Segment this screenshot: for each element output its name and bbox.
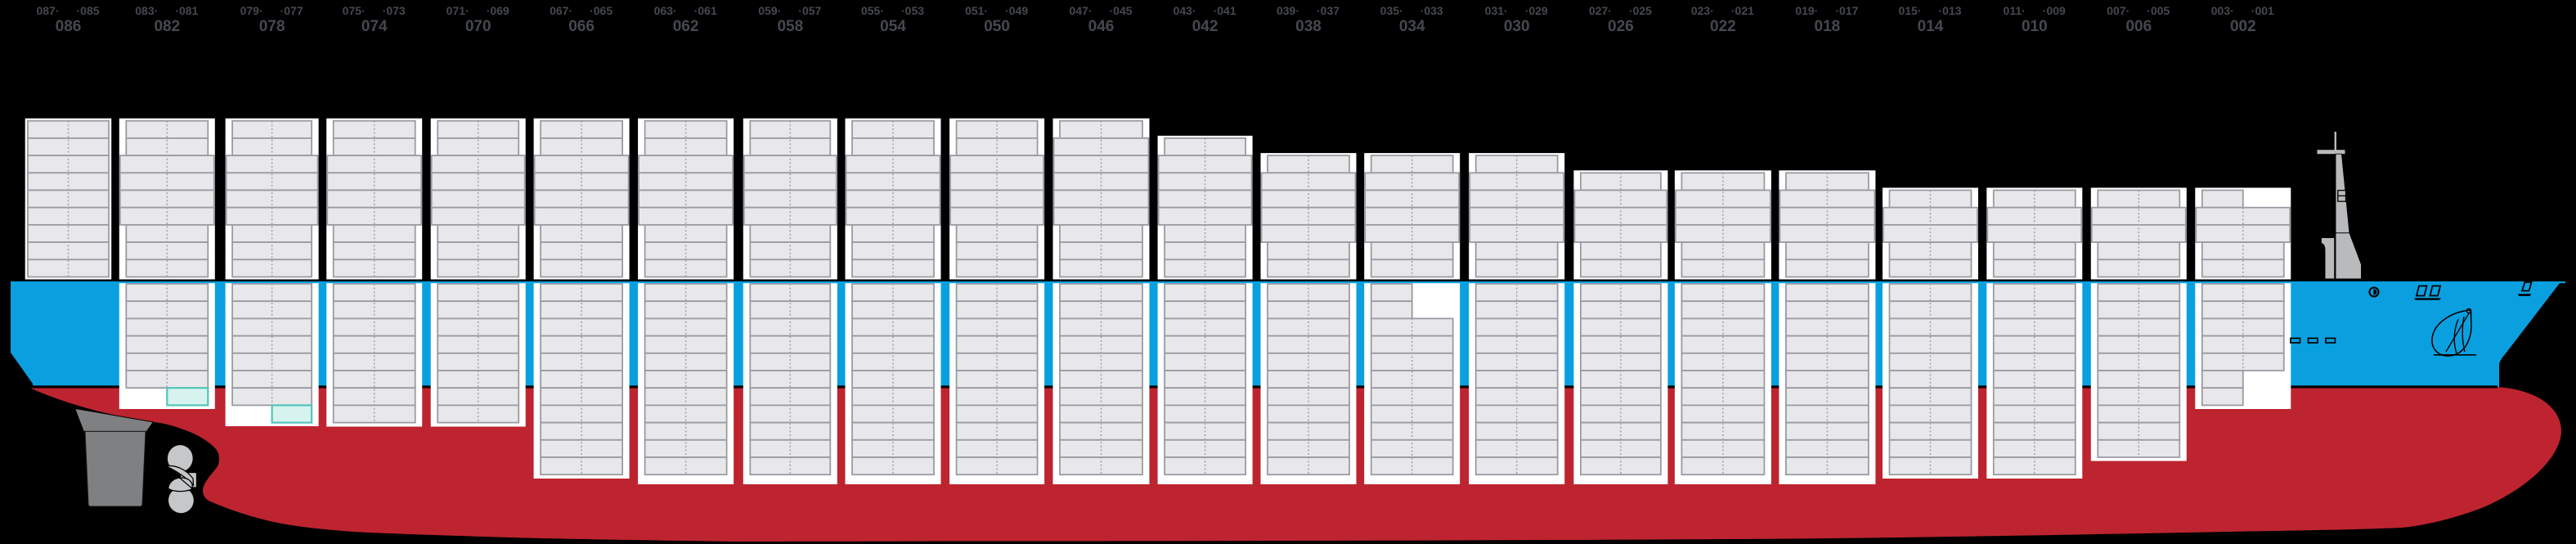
svg-text:027·: 027· bbox=[1589, 4, 1612, 17]
svg-text:051·: 051· bbox=[965, 4, 988, 17]
svg-text:003·: 003· bbox=[2211, 4, 2234, 17]
svg-text:043·: 043· bbox=[1174, 4, 1196, 17]
svg-text:054: 054 bbox=[880, 18, 906, 35]
svg-text:·001: ·001 bbox=[2251, 4, 2274, 17]
svg-text:083·: 083· bbox=[135, 4, 158, 17]
svg-text:014: 014 bbox=[1918, 18, 1944, 35]
svg-text:·049: ·049 bbox=[1005, 4, 1028, 17]
svg-text:074: 074 bbox=[361, 18, 388, 35]
svg-text:006: 006 bbox=[2125, 18, 2152, 35]
svg-text:·041: ·041 bbox=[1214, 4, 1236, 17]
svg-text:038: 038 bbox=[1295, 18, 1322, 35]
svg-text:·017: ·017 bbox=[1835, 4, 1858, 17]
svg-text:062: 062 bbox=[673, 18, 699, 35]
svg-text:055·: 055· bbox=[861, 4, 884, 17]
svg-text:070: 070 bbox=[465, 18, 491, 35]
svg-text:019·: 019· bbox=[1795, 4, 1818, 17]
svg-text:022: 022 bbox=[1710, 18, 1736, 35]
svg-text:·013: ·013 bbox=[1939, 4, 1962, 17]
svg-text:·029: ·029 bbox=[1525, 4, 1548, 17]
svg-text:034: 034 bbox=[1399, 18, 1425, 35]
svg-text:023·: 023· bbox=[1691, 4, 1714, 17]
svg-text:042: 042 bbox=[1192, 18, 1218, 35]
svg-text:·073: ·073 bbox=[383, 4, 406, 17]
svg-text:031·: 031· bbox=[1485, 4, 1508, 17]
svg-text:·085: ·085 bbox=[77, 4, 100, 17]
svg-text:039·: 039· bbox=[1277, 4, 1299, 17]
svg-text:·069: ·069 bbox=[487, 4, 509, 17]
svg-text:·057: ·057 bbox=[798, 4, 821, 17]
svg-text:082: 082 bbox=[154, 18, 180, 35]
svg-text:·053: ·053 bbox=[901, 4, 924, 17]
svg-text:066: 066 bbox=[568, 18, 595, 35]
svg-text:018: 018 bbox=[1815, 18, 1841, 35]
svg-text:010: 010 bbox=[2022, 18, 2048, 35]
svg-text:063·: 063· bbox=[654, 4, 677, 17]
svg-text:075·: 075· bbox=[343, 4, 366, 17]
svg-text:079·: 079· bbox=[240, 4, 263, 17]
svg-text:047·: 047· bbox=[1069, 4, 1092, 17]
svg-text:·081: ·081 bbox=[175, 4, 198, 17]
svg-text:086: 086 bbox=[56, 18, 82, 35]
svg-text:046: 046 bbox=[1088, 18, 1115, 35]
svg-text:067·: 067· bbox=[550, 4, 572, 17]
svg-text:·005: ·005 bbox=[2147, 4, 2170, 17]
svg-text:007·: 007· bbox=[2107, 4, 2129, 17]
svg-text:·025: ·025 bbox=[1629, 4, 1652, 17]
svg-text:078: 078 bbox=[259, 18, 285, 35]
svg-text:015·: 015· bbox=[1898, 4, 1921, 17]
svg-text:026: 026 bbox=[1608, 18, 1634, 35]
svg-text:·061: ·061 bbox=[694, 4, 717, 17]
svg-text:·045: ·045 bbox=[1110, 4, 1133, 17]
svg-text:030: 030 bbox=[1504, 18, 1530, 35]
svg-text:011·: 011· bbox=[2004, 4, 2026, 17]
svg-text:·033: ·033 bbox=[1420, 4, 1443, 17]
svg-text:·077: ·077 bbox=[280, 4, 303, 17]
svg-text:·021: ·021 bbox=[1731, 4, 1754, 17]
svg-text:035·: 035· bbox=[1380, 4, 1403, 17]
svg-text:002: 002 bbox=[2230, 18, 2256, 35]
svg-text:·009: ·009 bbox=[2043, 4, 2066, 17]
svg-text:059·: 059· bbox=[758, 4, 781, 17]
svg-text:·065: ·065 bbox=[590, 4, 613, 17]
svg-text:050: 050 bbox=[984, 18, 1010, 35]
svg-text:071·: 071· bbox=[447, 4, 469, 17]
svg-text:·037: ·037 bbox=[1317, 4, 1340, 17]
svg-text:058: 058 bbox=[777, 18, 803, 35]
svg-text:087·: 087· bbox=[36, 4, 59, 17]
